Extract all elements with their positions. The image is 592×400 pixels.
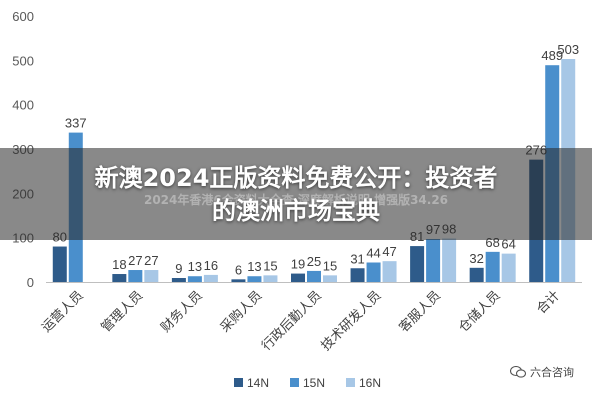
y-tick-label: 0	[27, 275, 34, 290]
data-label: 44	[366, 245, 380, 260]
bar-14N	[469, 267, 484, 282]
bar-16N	[442, 238, 457, 282]
data-label: 9	[175, 261, 182, 276]
bar-16N	[501, 253, 516, 282]
data-label: 64	[501, 237, 515, 252]
bar-15N	[247, 276, 262, 282]
data-label: 27	[128, 253, 142, 268]
x-tick-label: 行政后勤人员	[259, 288, 325, 354]
x-tick-label: 仓储人员	[456, 288, 503, 335]
bar-14N	[112, 274, 127, 282]
data-label: 32	[469, 251, 483, 266]
bar-16N	[144, 270, 159, 282]
y-tick-label: 400	[12, 98, 34, 113]
bar-16N	[263, 275, 278, 282]
x-tick-label: 运营人员	[39, 288, 86, 335]
bar-16N	[323, 275, 337, 282]
data-label: 27	[144, 253, 158, 268]
bar-14N	[291, 273, 305, 282]
x-tick-label: 财务人员	[158, 288, 206, 336]
bar-14N	[171, 278, 186, 282]
data-label: 13	[247, 259, 261, 274]
bar-16N	[382, 261, 397, 282]
overlay-banner	[0, 148, 592, 240]
bar-14N	[350, 268, 365, 282]
wechat-icon	[510, 366, 526, 378]
data-label: 16	[204, 258, 218, 273]
bar-15N	[485, 251, 500, 282]
bar-14N	[231, 279, 246, 282]
bar-15N	[426, 238, 441, 282]
x-tick-label: 技术研发人员	[318, 288, 384, 354]
legend-swatch-14N	[234, 378, 243, 387]
data-label: 337	[65, 116, 87, 131]
x-tick-label: 管理人员	[99, 288, 146, 335]
bar-14N	[410, 246, 425, 282]
data-label: 6	[235, 262, 242, 277]
y-tick-label: 500	[12, 53, 34, 68]
x-tick-label: 客服人员	[396, 288, 444, 336]
banner-title: 新澳2024正版资料免费公开：投资者 的澳洲市场宝典	[0, 162, 592, 228]
watermark-text: 六合咨询	[530, 366, 574, 379]
legend-label-15N: 15N	[303, 376, 325, 390]
x-tick-label: 采购人员	[217, 288, 265, 336]
legend-swatch-15N	[290, 378, 299, 387]
source-watermark: 六合咨询	[510, 364, 574, 380]
bar-14N	[52, 246, 67, 282]
x-tick-label: 合计	[534, 288, 563, 317]
data-label: 13	[188, 259, 202, 274]
data-label: 15	[323, 258, 337, 273]
chart-legend: 14N 15N 16N	[234, 376, 381, 390]
data-label: 503	[557, 42, 579, 57]
legend-swatch-16N	[346, 378, 355, 387]
data-label: 19	[291, 257, 305, 272]
data-label: 15	[263, 258, 277, 273]
data-label: 18	[112, 257, 126, 272]
bar-16N	[203, 274, 218, 282]
bar-15N	[366, 262, 381, 282]
data-label: 47	[382, 244, 396, 259]
data-label: 31	[350, 251, 364, 266]
bar-15N	[307, 270, 321, 282]
banner-subtitle: 2024年香港6合资料大全查 深度解析说明 增强版34.26	[143, 193, 449, 207]
data-label: 489	[541, 48, 563, 63]
legend-label-14N: 14N	[247, 376, 269, 390]
banner-title-line-2: 的澳洲市场宝典	[212, 197, 380, 225]
data-label: 25	[307, 254, 321, 269]
bar-15N	[187, 276, 202, 282]
y-tick-label: 600	[12, 9, 34, 24]
bar-15N	[128, 270, 143, 282]
legend-label-16N: 16N	[359, 376, 381, 390]
banner-title-line-1: 新澳2024正版资料免费公开：投资者	[94, 164, 498, 192]
